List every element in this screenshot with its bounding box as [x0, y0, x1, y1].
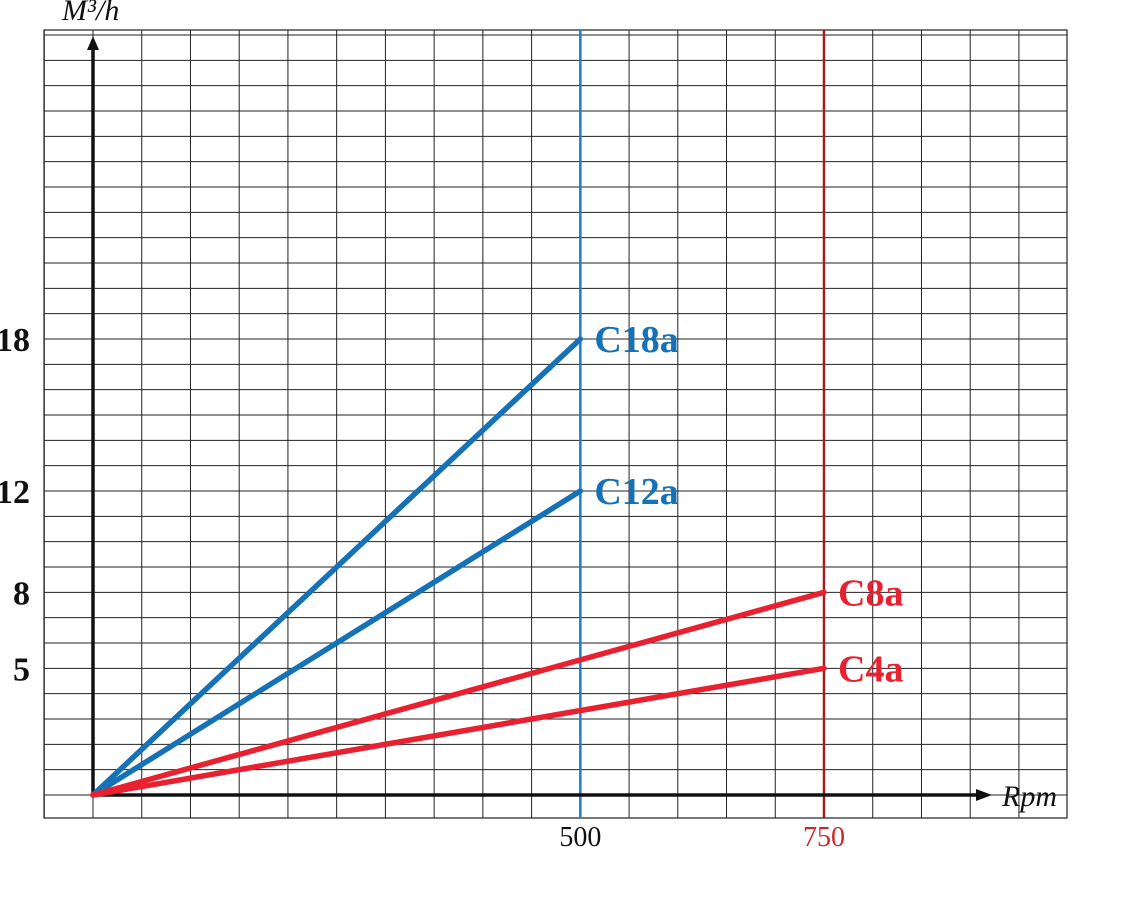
y-axis-label: M³/h [61, 0, 119, 27]
series-label-c12a: C12a [594, 471, 678, 513]
series-line-c12a [90, 488, 584, 798]
series-label-c18a: C18a [594, 319, 678, 361]
series-label-c8a: C8a [838, 572, 903, 614]
reference-lines [579, 30, 826, 818]
y-tick-label: 5 [13, 651, 30, 688]
series-line-c4a [90, 665, 827, 798]
x-tick-label: 750 [803, 822, 845, 853]
y-tick-label: 18 [0, 322, 30, 359]
y-tick-label: 12 [0, 474, 30, 511]
y-tick-label: 8 [13, 575, 30, 612]
x-axis-label: Rpm [1001, 780, 1057, 813]
series-line-c18a [90, 336, 584, 798]
series-lines: C18a C12a C8a C4a [90, 319, 903, 798]
series-line-c8a [90, 589, 827, 798]
x-tick-label: 500 [559, 822, 601, 853]
y-axis-arrow [87, 36, 99, 50]
axes [87, 36, 992, 801]
series-label-c4a: C4a [838, 648, 903, 690]
x-axis-arrow [976, 789, 992, 801]
tick-labels: 18 12 8 5 500 750 [0, 322, 845, 853]
